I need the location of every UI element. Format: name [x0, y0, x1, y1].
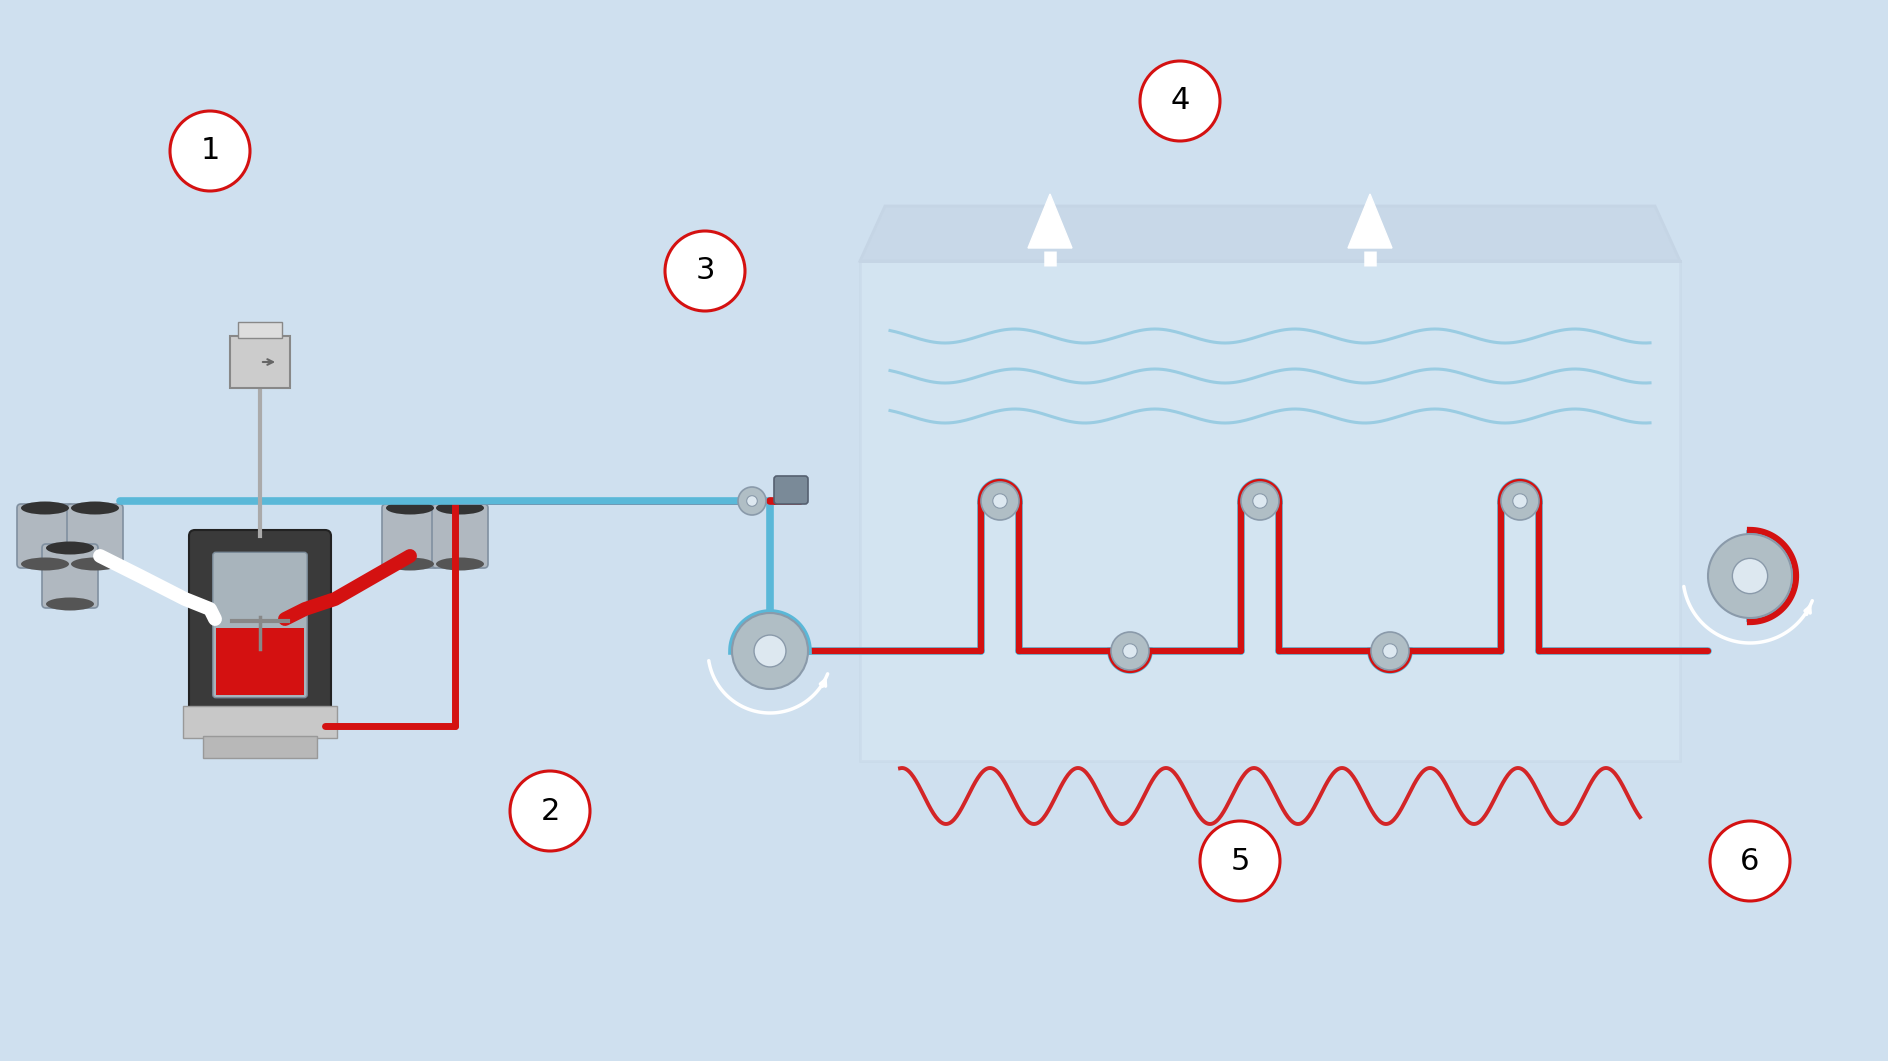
Circle shape — [1709, 534, 1792, 618]
Circle shape — [1711, 821, 1790, 901]
Ellipse shape — [385, 557, 434, 571]
Text: 2: 2 — [540, 797, 559, 825]
Polygon shape — [861, 206, 1680, 261]
Text: 6: 6 — [1741, 847, 1760, 875]
Polygon shape — [1348, 194, 1391, 248]
Text: 1: 1 — [200, 137, 219, 166]
Ellipse shape — [21, 502, 70, 515]
Circle shape — [1254, 493, 1267, 508]
Circle shape — [1501, 482, 1539, 520]
Circle shape — [1371, 632, 1408, 669]
Bar — [238, 321, 281, 338]
FancyBboxPatch shape — [66, 504, 123, 568]
Circle shape — [1382, 644, 1397, 658]
FancyBboxPatch shape — [42, 544, 98, 608]
FancyBboxPatch shape — [774, 476, 808, 504]
Bar — [215, 628, 304, 695]
Circle shape — [665, 231, 746, 311]
Circle shape — [1733, 558, 1767, 594]
Circle shape — [1110, 632, 1150, 669]
FancyBboxPatch shape — [381, 504, 438, 568]
Bar — [183, 706, 336, 738]
Bar — [861, 261, 1680, 761]
Polygon shape — [1027, 194, 1072, 248]
Bar — [230, 336, 291, 388]
Text: 3: 3 — [695, 257, 716, 285]
Circle shape — [1201, 821, 1280, 901]
Circle shape — [1512, 493, 1527, 508]
Circle shape — [738, 487, 767, 515]
FancyBboxPatch shape — [17, 504, 74, 568]
Ellipse shape — [436, 502, 483, 515]
Circle shape — [993, 493, 1006, 508]
Ellipse shape — [72, 502, 119, 515]
Ellipse shape — [21, 557, 70, 571]
Circle shape — [753, 636, 785, 667]
Circle shape — [982, 482, 1020, 520]
Circle shape — [1140, 60, 1220, 141]
Ellipse shape — [385, 502, 434, 515]
FancyBboxPatch shape — [189, 530, 330, 712]
Circle shape — [170, 111, 249, 191]
Bar — [204, 736, 317, 758]
Circle shape — [1240, 482, 1278, 520]
Ellipse shape — [45, 541, 94, 555]
Text: 5: 5 — [1231, 847, 1250, 875]
Circle shape — [1123, 644, 1137, 658]
FancyBboxPatch shape — [213, 553, 308, 698]
Circle shape — [733, 613, 808, 689]
Ellipse shape — [45, 597, 94, 610]
Ellipse shape — [72, 557, 119, 571]
Ellipse shape — [436, 557, 483, 571]
FancyBboxPatch shape — [432, 504, 487, 568]
Circle shape — [510, 771, 591, 851]
Text: 4: 4 — [1171, 87, 1189, 116]
Circle shape — [746, 495, 757, 506]
